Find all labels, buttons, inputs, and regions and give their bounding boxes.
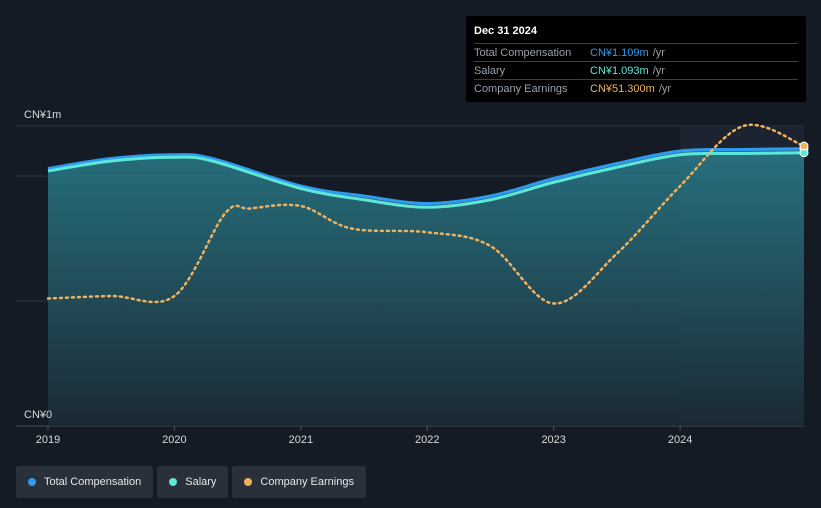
series-endpoints — [799, 141, 809, 158]
legend-dot-icon — [169, 478, 178, 486]
x-tick-label: 2021 — [289, 434, 313, 446]
tooltip-unit: /yr — [658, 82, 672, 95]
legend-label: Total Compensation — [44, 476, 142, 488]
x-axis: 2019 2020 2021 2022 2023 2024 — [36, 426, 692, 446]
tooltip-unit: /yr — [652, 46, 665, 59]
series-line-salary — [47, 151, 805, 209]
legend-salary[interactable]: Salary — [157, 466, 229, 498]
tooltip-label: Company Earnings — [474, 82, 568, 95]
x-tick-label: 2023 — [541, 434, 565, 446]
series-line-total-compensation — [47, 147, 805, 206]
tooltip-row-salary: Salary CN¥1.093m /yr — [474, 61, 798, 79]
y-axis-top-label: CN¥1m — [24, 109, 61, 121]
legend-label: Salary — [185, 476, 217, 488]
legend-dot-icon — [244, 478, 253, 486]
legend-company-earnings[interactable]: Company Earnings — [232, 466, 366, 498]
y-axis-bottom-label: CN¥0 — [24, 409, 52, 421]
tooltip-date: Dec 31 2024 — [474, 25, 537, 37]
x-tick-label: 2020 — [162, 434, 186, 446]
tooltip-label: Salary — [474, 64, 506, 77]
tooltip-label: Total Compensation — [474, 46, 572, 59]
x-tick-label: 2019 — [36, 434, 60, 446]
endpoint-company-earnings — [799, 141, 809, 151]
series-lines — [46, 123, 806, 305]
x-tick-label: 2022 — [415, 434, 439, 446]
tooltip-value: CN¥1.093m — [590, 64, 649, 77]
legend: Total Compensation Salary Company Earnin… — [16, 466, 366, 498]
legend-total-compensation[interactable]: Total Compensation — [16, 466, 154, 498]
compensation-area — [48, 148, 804, 426]
tooltip-value: CN¥1.109m — [590, 46, 649, 59]
legend-dot-icon — [28, 478, 36, 486]
tooltip-row-total: Total Compensation CN¥1.109m /yr — [474, 43, 798, 61]
legend-label: Company Earnings — [260, 476, 354, 488]
tooltip: Dec 31 2024 Total Compensation CN¥1.109m… — [466, 16, 806, 102]
series-line-company-earnings — [46, 123, 806, 305]
x-tick-label: 2024 — [668, 434, 692, 446]
tooltip-row-earnings: Company Earnings CN¥51.300m /yr — [474, 79, 798, 97]
tooltip-value: CN¥51.300m — [590, 82, 655, 95]
tooltip-unit: /yr — [652, 64, 665, 77]
